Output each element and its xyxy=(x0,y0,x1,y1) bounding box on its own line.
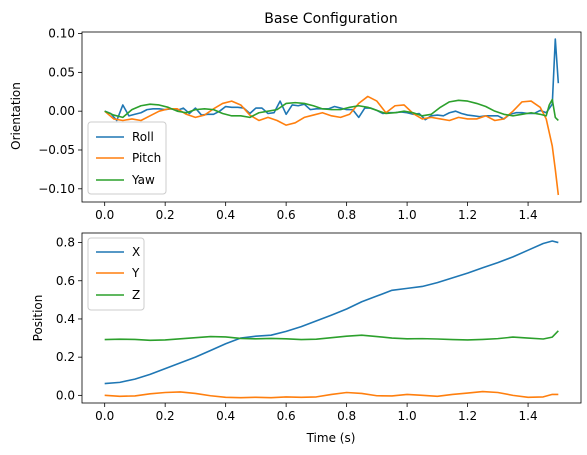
legend-label-z: Z xyxy=(132,288,140,302)
x-tick-label: 0.2 xyxy=(156,208,175,222)
position-plot-area: 0.0 0.2 0.4 0.6 0.8 1.0 1.2 1.4 0.0 0.2 0.4 0.6 0.8 xyxy=(56,232,582,423)
x-tick-label: 0.4 xyxy=(216,409,235,423)
legend-label-y: Y xyxy=(131,266,140,280)
y-tick-label: 0.6 xyxy=(56,274,75,288)
x-tick-label: 0.6 xyxy=(277,409,296,423)
x-tick-label: 0.0 xyxy=(95,409,114,423)
y-tick-label: −0.10 xyxy=(38,182,75,196)
series-line-yaw xyxy=(104,98,559,122)
x-tick-label: 1.4 xyxy=(519,409,538,423)
y-tick-label: 0.4 xyxy=(56,312,75,326)
series-line-y xyxy=(104,390,559,399)
x-tick-label: 0.6 xyxy=(277,208,296,222)
x-tick-label: 1.0 xyxy=(398,208,417,222)
y-tick-label: 0.2 xyxy=(56,350,75,364)
x-tick-label: 1.0 xyxy=(398,409,417,423)
x-tick-label: 0.8 xyxy=(337,208,356,222)
axes-frame xyxy=(81,31,582,203)
x-tick-label: 0.8 xyxy=(337,409,356,423)
y-tick-label: −0.05 xyxy=(38,143,75,157)
legend-label-pitch: Pitch xyxy=(132,151,161,165)
position-legend: X Y Z xyxy=(87,237,145,311)
x-tick-label: 0.0 xyxy=(95,208,114,222)
series-line-z xyxy=(104,330,559,342)
x-tick-label: 1.4 xyxy=(519,208,538,222)
legend-frame xyxy=(87,237,145,311)
orientation-legend: Roll Pitch Yaw xyxy=(87,121,167,195)
series-line-x xyxy=(104,240,559,385)
x-tick-label: 1.2 xyxy=(458,208,477,222)
y-tick-label: 0.00 xyxy=(48,104,75,118)
orientation-plot-area: 0.0 0.2 0.4 0.6 0.8 1.0 1.2 1.4 −0.10 −0.05 0.00 0.… xyxy=(38,27,582,222)
series-line-roll xyxy=(104,38,560,122)
y-tick-label: 0.05 xyxy=(48,65,75,79)
y-tick-label: 0.10 xyxy=(48,27,75,41)
y-tick-label: 0.8 xyxy=(56,236,75,250)
axes-frame xyxy=(81,232,582,404)
orientation-chart: Base Configuration 0.0 0.2 0.4 0.6 0.8 1.0 1.2… xyxy=(9,11,582,222)
x-axis-label: Time (s) xyxy=(306,431,356,445)
chart-title: Base Configuration xyxy=(264,11,398,27)
legend-frame xyxy=(87,121,167,195)
legend-label-yaw: Yaw xyxy=(131,173,155,187)
legend-label-roll: Roll xyxy=(132,130,154,144)
x-tick-label: 0.4 xyxy=(216,208,235,222)
legend-label-x: X xyxy=(132,245,140,259)
y-tick-label: 0.0 xyxy=(56,388,75,402)
y-axis-label: Position xyxy=(31,295,45,342)
position-chart: 0.0 0.2 0.4 0.6 0.8 1.0 1.2 1.40.00.20.40.60.8 … xyxy=(31,232,582,445)
x-tick-label: 1.2 xyxy=(458,409,477,423)
y-axis-label: Orientation xyxy=(9,82,23,150)
x-tick-label: 0.2 xyxy=(156,409,175,423)
